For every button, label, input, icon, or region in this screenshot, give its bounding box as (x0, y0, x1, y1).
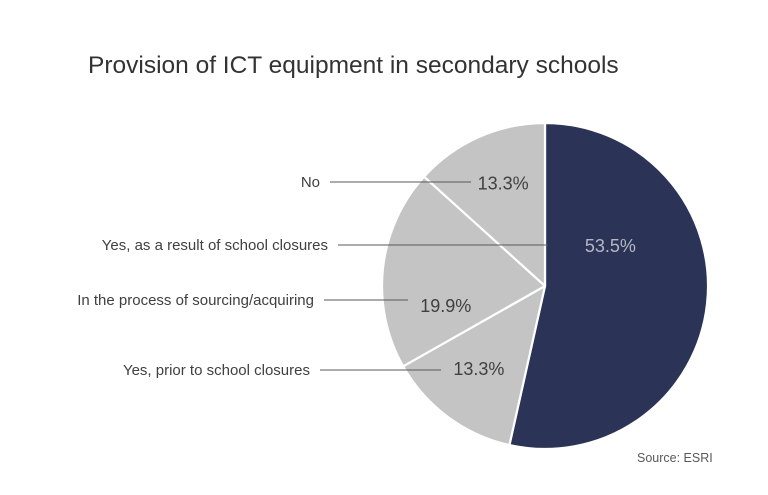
svg-text:53.5%: 53.5% (585, 236, 636, 256)
svg-text:13.3%: 13.3% (453, 359, 504, 379)
svg-text:19.9%: 19.9% (420, 296, 471, 316)
svg-text:13.3%: 13.3% (478, 174, 529, 194)
